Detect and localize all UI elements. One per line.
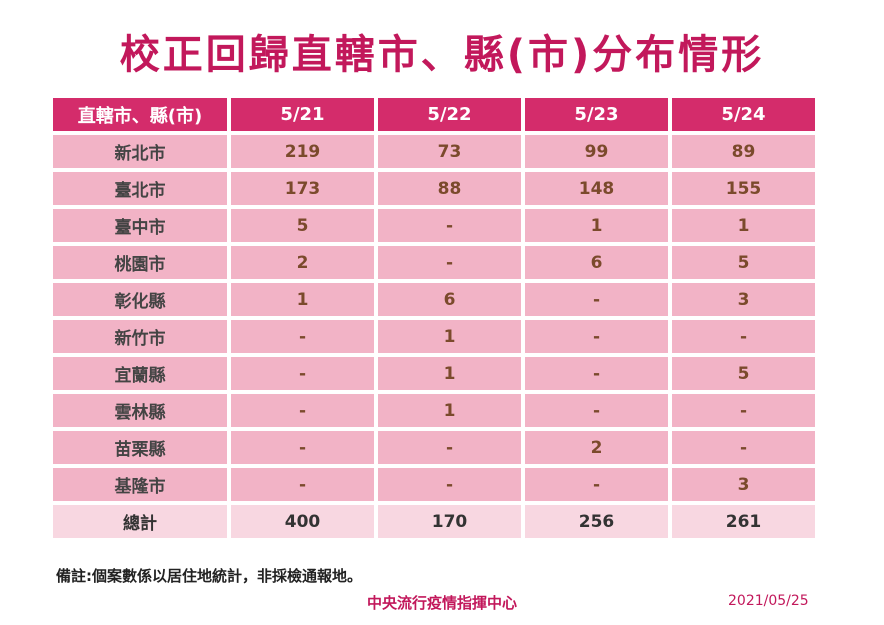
table-cell: 1 [672,209,815,242]
table-cell: - [525,320,668,353]
table-header-region: 直轄市、縣(市) [53,98,227,131]
table-header-date: 5/24 [672,98,815,131]
row-label: 宜蘭縣 [53,357,227,390]
table-cell: - [525,283,668,316]
row-label: 桃園市 [53,246,227,279]
table-cell: 219 [231,135,374,168]
table-cell: 1 [378,394,521,427]
total-cell: 170 [378,505,521,538]
table-cell: 73 [378,135,521,168]
table-cell: - [378,468,521,501]
table-cell: 1 [378,320,521,353]
table-cell: 3 [672,468,815,501]
table-cell: 5 [672,357,815,390]
table-cell: 148 [525,172,668,205]
row-label: 新北市 [53,135,227,168]
cases-table: 直轄市、縣(市) 5/21 5/22 5/23 5/24 新北市 219 73 … [53,98,815,538]
agency-name: 中央流行疫情指揮中心 [366,594,517,612]
row-label: 新竹市 [53,320,227,353]
page-title: 校正回歸直轄市、縣(市)分布情形 [119,32,765,78]
table-header-date: 5/22 [378,98,521,131]
table-cell: 173 [231,172,374,205]
table-header-date: 5/21 [231,98,374,131]
table-cell: - [672,394,815,427]
table-cell: - [525,468,668,501]
table-cell: - [525,357,668,390]
table-cell: - [231,357,374,390]
table-cell: - [672,431,815,464]
row-label: 雲林縣 [53,394,227,427]
total-cell: 400 [231,505,374,538]
table-cell: - [231,468,374,501]
table-cell: 3 [672,283,815,316]
table-cell: - [378,209,521,242]
table-cell: 155 [672,172,815,205]
row-label: 基隆市 [53,468,227,501]
total-cell: 256 [525,505,668,538]
table-cell: 2 [525,431,668,464]
table-cell: 1 [525,209,668,242]
footnote: 備註:個案數係以居住地統計，非採檢通報地。 [56,567,363,585]
table-cell: 1 [231,283,374,316]
total-row-label: 總計 [53,505,227,538]
table-cell: 6 [378,283,521,316]
table-cell: 89 [672,135,815,168]
table-cell: 1 [378,357,521,390]
row-label: 苗栗縣 [53,431,227,464]
table-cell: 5 [231,209,374,242]
row-label: 臺北市 [53,172,227,205]
table-cell: 5 [672,246,815,279]
table-cell: - [378,246,521,279]
table-cell: - [231,431,374,464]
table-cell: 88 [378,172,521,205]
table-header-date: 5/23 [525,98,668,131]
table-cell: - [231,320,374,353]
table-cell: 6 [525,246,668,279]
publish-date: 2021/05/25 [728,593,809,609]
table-cell: 99 [525,135,668,168]
table-cell: - [672,320,815,353]
total-cell: 261 [672,505,815,538]
table-cell: - [231,394,374,427]
row-label: 臺中市 [53,209,227,242]
table-cell: - [525,394,668,427]
row-label: 彰化縣 [53,283,227,316]
table-cell: - [378,431,521,464]
table-cell: 2 [231,246,374,279]
